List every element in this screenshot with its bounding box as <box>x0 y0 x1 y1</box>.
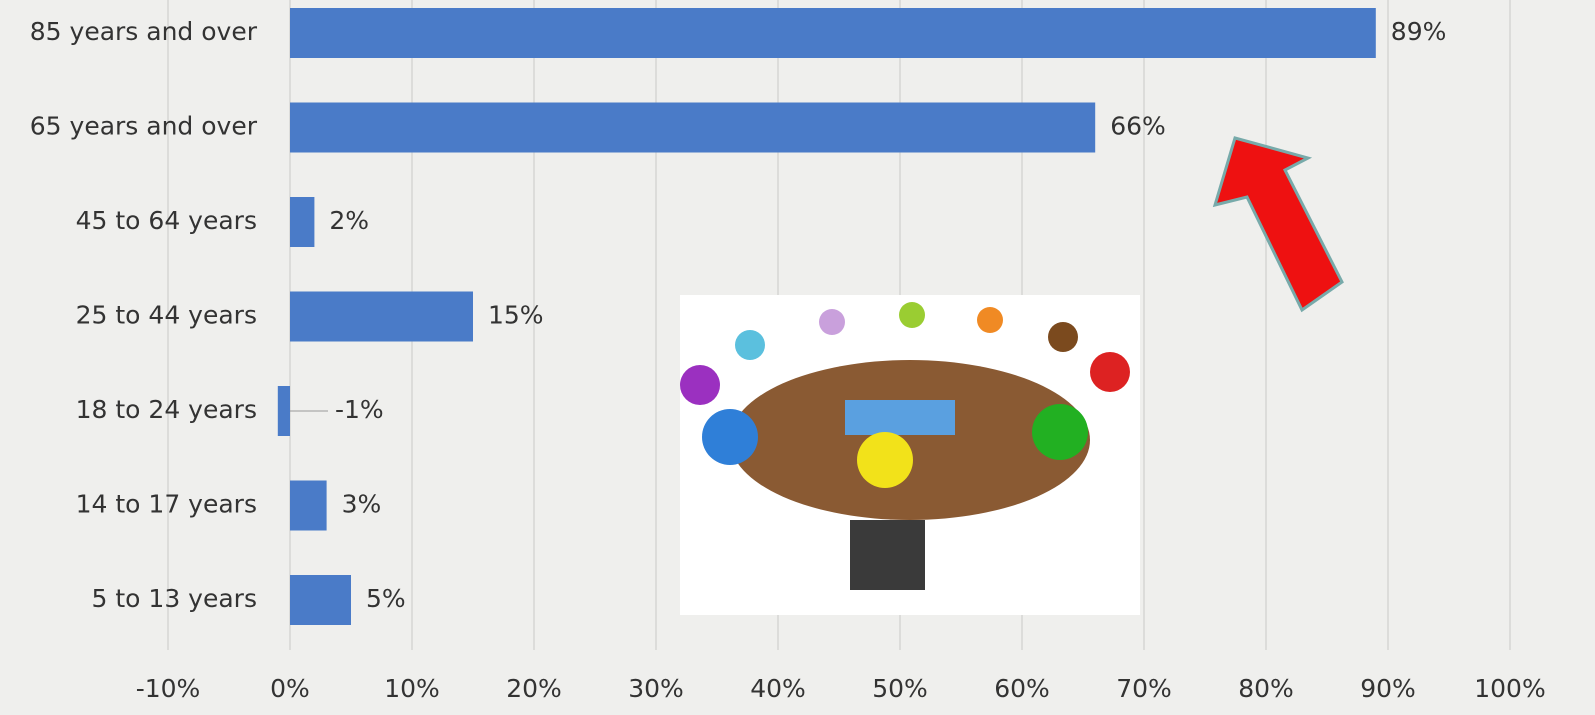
figure <box>680 365 720 405</box>
bar <box>290 481 327 531</box>
figure <box>702 409 758 465</box>
data-label: 3% <box>342 490 382 519</box>
y-tick-label: 14 to 17 years <box>76 490 257 519</box>
data-label: 5% <box>366 584 406 613</box>
data-label: 2% <box>329 206 369 235</box>
bar <box>290 292 473 342</box>
figure <box>1048 322 1078 352</box>
y-tick-label: 18 to 24 years <box>76 395 257 424</box>
puzzle <box>845 400 955 435</box>
chair <box>850 520 925 590</box>
bar <box>290 197 314 247</box>
bar <box>290 8 1376 58</box>
figure <box>899 302 925 328</box>
y-tick-label: 85 years and over <box>30 17 258 46</box>
x-tick-label: 40% <box>750 674 806 703</box>
figure <box>1090 352 1130 392</box>
data-label: 66% <box>1110 112 1166 141</box>
figure <box>977 307 1003 333</box>
figure <box>1032 404 1088 460</box>
chart: -10% 0% 10% 20% 30% 40% 50% 60% 70% 80% 90% 100% 85 … <box>0 0 1595 715</box>
x-tick-label: 90% <box>1360 674 1416 703</box>
x-tick-label: -10% <box>136 674 201 703</box>
x-tick-label: 70% <box>1116 674 1172 703</box>
figure <box>857 432 913 488</box>
bar <box>278 386 290 436</box>
x-tick-label: 100% <box>1474 674 1545 703</box>
bar <box>290 103 1095 153</box>
x-tick-label: 10% <box>384 674 440 703</box>
x-tick-label: 0% <box>270 674 310 703</box>
x-tick-label: 50% <box>872 674 928 703</box>
bar <box>290 575 351 625</box>
x-tick-label: 80% <box>1238 674 1294 703</box>
data-label: 89% <box>1391 17 1447 46</box>
x-tick-label: 30% <box>628 674 684 703</box>
data-label: 15% <box>488 301 544 330</box>
figure <box>735 330 765 360</box>
y-tick-label: 5 to 13 years <box>92 584 257 613</box>
y-tick-label: 45 to 64 years <box>76 206 257 235</box>
x-tick-label: 20% <box>506 674 562 703</box>
clip-art <box>680 295 1140 615</box>
y-tick-label: 25 to 44 years <box>76 301 257 330</box>
figure <box>819 309 845 335</box>
x-tick-label: 60% <box>994 674 1050 703</box>
y-tick-label: 65 years and over <box>30 112 258 141</box>
data-label: -1% <box>335 395 384 424</box>
